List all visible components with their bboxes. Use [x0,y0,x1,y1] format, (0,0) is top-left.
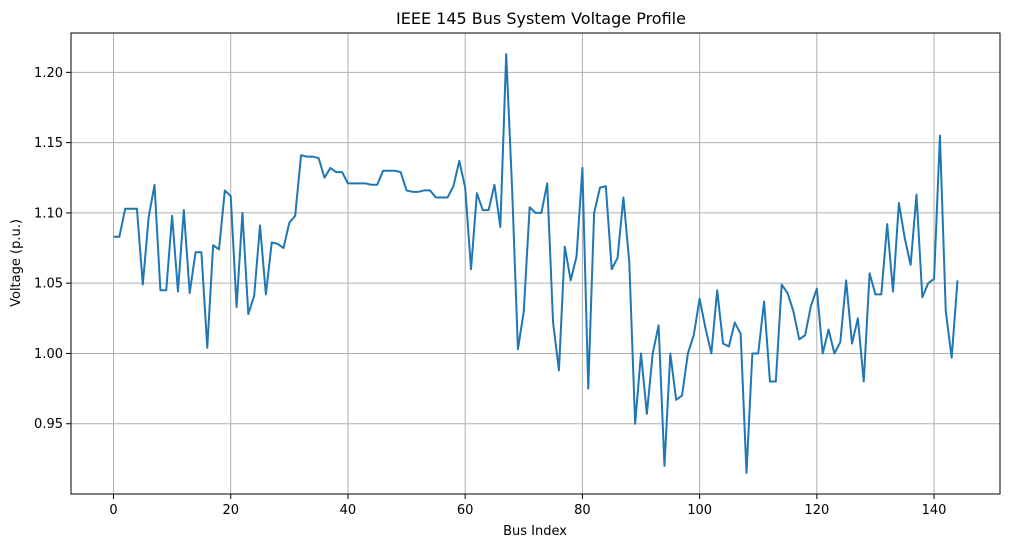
grid-layer [71,33,1000,494]
y-tick-label: 0.95 [34,417,63,432]
plot-frame [70,32,1001,495]
y-tick-label: 1.10 [34,206,63,221]
x-axis-label: Bus Index [503,524,567,539]
x-tick-label: 0 [109,503,117,518]
voltage-series-line [113,53,959,474]
x-tick-label: 100 [687,503,712,518]
x-tick-label: 40 [340,503,357,518]
y-tick-label: 1.05 [34,277,63,292]
y-tick-label: 1.20 [34,66,63,81]
series-layer [113,53,959,474]
y-tick-label: 1.15 [34,136,63,151]
y-tick-label: 1.00 [34,347,63,362]
x-tick-label: 140 [922,503,947,518]
chart-title: IEEE 145 Bus System Voltage Profile [396,9,686,28]
x-tick-label: 120 [804,503,829,518]
tick-layer: 0 20 40 60 80 100 120 140 0.95 1.00 1.05 1.10 1.15 1.… [34,66,946,518]
x-tick-label: 20 [222,503,239,518]
y-axis-label: Voltage (p.u.) [9,219,24,307]
x-tick-label: 80 [574,503,591,518]
x-tick-label: 60 [457,503,474,518]
